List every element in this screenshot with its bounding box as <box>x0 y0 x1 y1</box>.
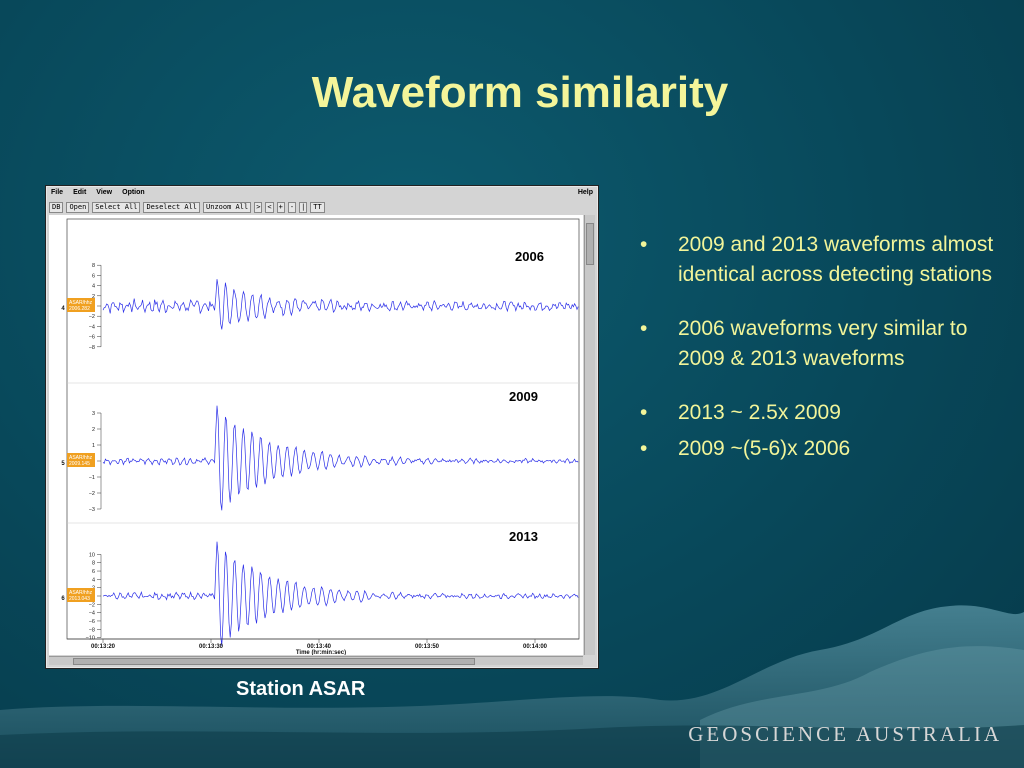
station-tag-sub: 2009.145 <box>69 461 90 467</box>
bullet-dot: • <box>640 401 648 424</box>
bullet-dot: • <box>640 437 648 460</box>
station-tag-label: ASAR/hhz <box>69 455 93 461</box>
y-tick-label: 2 <box>92 427 95 433</box>
waveform-plot[interactable]: 86420−2−4−6−84ASAR/hhz2006.28220063210−1… <box>49 215 583 656</box>
select-all-button[interactable]: Select All <box>92 202 141 213</box>
y-tick-label: 8 <box>92 263 95 269</box>
waveform-trace <box>102 541 579 647</box>
open-button[interactable]: Open <box>66 202 90 213</box>
bullet-item: • 2013 ~ 2.5x 2009 <box>640 398 1000 428</box>
y-tick-label: 6 <box>92 569 95 575</box>
time-tick-label: 00:13:50 <box>415 644 440 650</box>
deselect-all-button[interactable]: Deselect All <box>143 202 201 213</box>
bullet-text: 2009 ~(5-6)x 2006 <box>678 437 851 460</box>
station-tag <box>67 453 95 467</box>
brand-logo-text: GEOSCIENCE AUSTRALIA <box>688 722 1002 746</box>
y-tick-label: −2 <box>89 602 95 608</box>
bullet-item: • 2006 waveforms very similar to 2009 & 2… <box>640 314 1000 374</box>
year-label: 2006 <box>515 249 544 264</box>
waveform-trace <box>102 405 579 511</box>
bullet-text: 2013 ~ 2.5x 2009 <box>678 401 841 424</box>
time-tick-label: 00:14:00 <box>523 644 548 650</box>
horizontal-scroll-thumb[interactable] <box>73 658 475 665</box>
y-tick-label: 3 <box>92 411 95 417</box>
y-tick-label: −1 <box>89 475 95 481</box>
y-tick-label: 6 <box>92 273 95 279</box>
station-tag-label: ASAR/hhz <box>69 590 93 596</box>
trace-index: 4 <box>61 306 65 312</box>
scroll-left-button[interactable]: < <box>265 202 274 213</box>
tt-button[interactable]: TT <box>310 202 325 213</box>
zoom-out-button[interactable]: - <box>287 202 297 213</box>
y-tick-label: −3 <box>89 507 95 513</box>
menu-bar: File Edit View Option Help <box>47 187 597 201</box>
marker-button[interactable]: | <box>299 202 308 213</box>
waveform-viewer-window: File Edit View Option Help DB Open Selec… <box>46 186 598 668</box>
waveform-plot-area[interactable]: 86420−2−4−6−84ASAR/hhz2006.28220063210−1… <box>49 215 583 656</box>
slide-title: Waveform similarity <box>311 68 729 117</box>
plot-frame <box>66 218 580 640</box>
y-tick-label: −2 <box>89 491 95 497</box>
year-label: 2009 <box>509 389 538 404</box>
menu-help[interactable]: Help <box>577 189 593 196</box>
vertical-scrollbar[interactable] <box>584 215 595 655</box>
y-tick-label: −10 <box>86 636 95 642</box>
y-tick-label: −6 <box>89 335 95 341</box>
vertical-scroll-thumb[interactable] <box>586 223 594 265</box>
y-tick-label: 4 <box>92 577 95 583</box>
bullet-text: 2006 waveforms very similar to 2009 & 20… <box>678 317 968 370</box>
trace-index: 6 <box>61 596 65 602</box>
station-tag-sub: 2006.282 <box>69 306 90 312</box>
figure-caption: Station ASAR <box>236 678 366 700</box>
time-tick-label: 00:13:40 <box>307 644 332 650</box>
bullet-list: • 2009 and 2013 waveforms almost identica… <box>640 230 1000 470</box>
y-tick-label: 10 <box>89 552 95 558</box>
menu-edit[interactable]: Edit <box>73 189 87 196</box>
menu-view[interactable]: View <box>96 189 113 196</box>
time-tick-label: 00:13:20 <box>91 644 116 650</box>
station-tag <box>67 588 95 602</box>
station-tag-sub: 2013.043 <box>69 596 90 602</box>
unzoom-all-button[interactable]: Unzoom All <box>203 202 252 213</box>
y-tick-label: −4 <box>89 611 95 617</box>
menu-option[interactable]: Option <box>122 189 145 196</box>
scroll-right-button[interactable]: > <box>254 202 263 213</box>
time-axis-label: Time (hr:min:sec) <box>296 650 346 655</box>
waveform-trace <box>102 279 579 330</box>
y-tick-label: 2 <box>92 294 95 300</box>
bullet-item: • 2009 and 2013 waveforms almost identica… <box>640 230 1000 290</box>
station-tag <box>67 298 95 312</box>
station-tag-label: ASAR/hhz <box>69 300 93 306</box>
toolbar: DB Open Select All Deselect All Unzoom A… <box>47 201 597 214</box>
y-tick-label: −6 <box>89 619 95 625</box>
y-tick-label: 8 <box>92 561 95 567</box>
bullet-text: 2009 and 2013 waveforms almost identical… <box>678 233 994 286</box>
y-tick-label: −2 <box>89 314 95 320</box>
menu-file[interactable]: File <box>51 189 64 196</box>
db-button[interactable]: DB <box>49 202 64 213</box>
zoom-in-button[interactable]: + <box>276 202 285 213</box>
bullet-item: • 2009 ~(5-6)x 2006 <box>640 434 1000 464</box>
y-tick-label: −8 <box>89 627 95 633</box>
bullet-dot: • <box>640 233 648 256</box>
y-tick-label: 1 <box>92 443 95 449</box>
y-tick-label: 4 <box>92 284 95 290</box>
horizontal-scrollbar[interactable] <box>49 656 583 665</box>
year-label: 2013 <box>509 529 538 544</box>
trace-index: 5 <box>61 461 65 467</box>
y-tick-label: −8 <box>89 345 95 351</box>
y-tick-label: −4 <box>89 324 95 330</box>
bullet-dot: • <box>640 317 648 340</box>
time-tick-label: 00:13:30 <box>199 644 224 650</box>
